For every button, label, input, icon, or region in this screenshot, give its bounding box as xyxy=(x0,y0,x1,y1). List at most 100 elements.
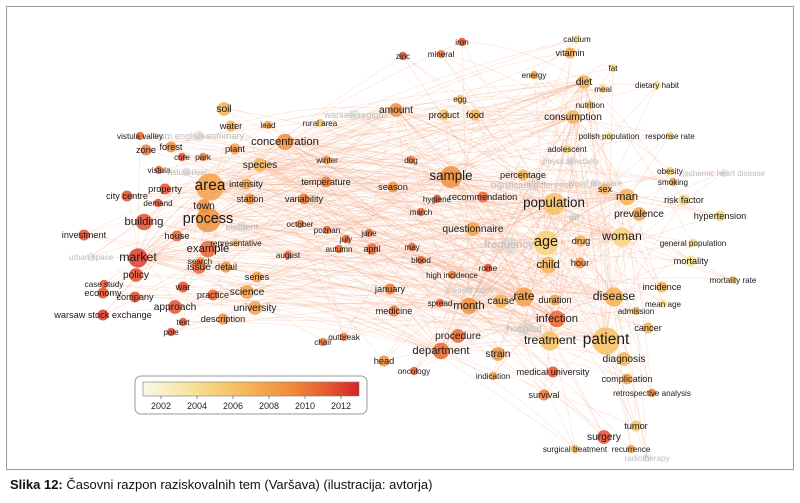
node-recommendation[interactable] xyxy=(477,191,489,203)
node-property[interactable] xyxy=(159,183,171,195)
node-lead[interactable] xyxy=(263,120,273,130)
node-mean-age[interactable] xyxy=(658,299,668,309)
node-month[interactable] xyxy=(460,297,478,315)
node-march[interactable] xyxy=(416,207,426,217)
node-january[interactable] xyxy=(384,283,396,295)
node-child[interactable] xyxy=(539,256,557,274)
node-plant[interactable] xyxy=(229,143,241,155)
node-egg[interactable] xyxy=(455,94,465,104)
node-zone[interactable] xyxy=(140,144,152,156)
node-admission[interactable] xyxy=(631,306,641,316)
node-company[interactable] xyxy=(129,291,141,303)
node-blood-pressure[interactable] xyxy=(590,178,600,188)
node-polish-population[interactable] xyxy=(604,131,614,141)
node-consumption[interactable] xyxy=(566,110,580,124)
node-warsaw-region[interactable] xyxy=(348,109,360,121)
node-urban-space[interactable] xyxy=(86,252,96,262)
node-hypertension[interactable] xyxy=(714,210,726,222)
node-significant-difference[interactable] xyxy=(526,179,538,191)
node-series[interactable] xyxy=(251,271,263,283)
node-department[interactable] xyxy=(432,342,450,360)
node-nutrition[interactable] xyxy=(585,100,595,110)
node-treatment[interactable] xyxy=(540,331,560,351)
node-tumor[interactable] xyxy=(630,420,642,432)
node-pole[interactable] xyxy=(166,327,176,337)
node-winter[interactable] xyxy=(322,155,332,165)
node-medicine[interactable] xyxy=(388,305,400,317)
node-mortality[interactable] xyxy=(685,255,697,267)
node-questionnaire[interactable] xyxy=(466,222,480,236)
node-rural-area[interactable] xyxy=(315,118,325,128)
node-spread[interactable] xyxy=(435,298,445,308)
node-fat[interactable] xyxy=(608,63,618,73)
node-hour[interactable] xyxy=(574,257,586,269)
node-june[interactable] xyxy=(364,228,374,238)
node-present-study[interactable] xyxy=(465,285,475,295)
node-university[interactable] xyxy=(248,301,262,315)
node-meal[interactable] xyxy=(598,84,608,94)
node-calcium[interactable] xyxy=(572,34,582,44)
node-october[interactable] xyxy=(295,219,305,229)
node-issue[interactable] xyxy=(192,260,206,274)
node-from-english-summary[interactable] xyxy=(193,130,205,142)
node-zinc[interactable] xyxy=(398,51,408,61)
node-vistula-valley[interactable] xyxy=(135,131,145,141)
node-risk-factor[interactable] xyxy=(678,194,690,206)
node-rome[interactable] xyxy=(483,263,493,273)
node-april[interactable] xyxy=(366,243,378,255)
node-energy[interactable] xyxy=(529,70,539,80)
node-complication[interactable] xyxy=(621,373,633,385)
node-adolescent[interactable] xyxy=(562,144,572,154)
node-approach[interactable] xyxy=(168,300,182,314)
node-august[interactable] xyxy=(283,250,293,260)
node-market[interactable] xyxy=(128,248,148,268)
node-man[interactable] xyxy=(618,188,636,206)
node-species[interactable] xyxy=(253,158,267,172)
node-autumn[interactable] xyxy=(334,244,344,254)
node-dietary-habit[interactable] xyxy=(652,80,662,90)
node-text[interactable] xyxy=(178,317,188,327)
node-surgical-treatment[interactable] xyxy=(570,444,580,454)
node-iron[interactable] xyxy=(457,37,467,47)
node-age[interactable] xyxy=(533,230,559,256)
node-may[interactable] xyxy=(407,242,417,252)
node-warsaw-stock-exchange[interactable] xyxy=(97,309,109,321)
node-example[interactable] xyxy=(199,240,217,258)
node-disease[interactable] xyxy=(604,287,624,307)
node-intensity[interactable] xyxy=(240,178,252,190)
node-representative[interactable] xyxy=(231,238,241,248)
node-cause[interactable] xyxy=(494,294,508,308)
node-woman[interactable] xyxy=(612,227,632,247)
node-duration[interactable] xyxy=(549,294,561,306)
node-general-population[interactable] xyxy=(688,238,698,248)
node-response-rate[interactable] xyxy=(665,131,675,141)
node-economy[interactable] xyxy=(97,287,109,299)
node-recurrence[interactable] xyxy=(626,444,636,454)
node-indication[interactable] xyxy=(488,371,498,381)
node-war[interactable] xyxy=(177,281,189,293)
node-hospital[interactable] xyxy=(517,322,531,336)
node-patient[interactable] xyxy=(592,327,620,355)
node-physical-activity[interactable] xyxy=(566,156,576,166)
node-smoking[interactable] xyxy=(668,177,678,187)
node-vistula-river[interactable] xyxy=(182,167,192,177)
node-hygiene[interactable] xyxy=(432,194,442,204)
node-blood[interactable] xyxy=(416,255,426,265)
node-outbreak[interactable] xyxy=(339,332,349,342)
node-survival[interactable] xyxy=(538,389,550,401)
node-ischemic-heart-disease[interactable] xyxy=(719,168,729,178)
node-temperature[interactable] xyxy=(320,176,332,188)
node-girl[interactable] xyxy=(569,212,579,222)
node-process[interactable] xyxy=(195,207,221,233)
node-head[interactable] xyxy=(378,355,390,367)
node-core[interactable] xyxy=(177,152,187,162)
node-description[interactable] xyxy=(217,313,229,325)
node-poznan[interactable] xyxy=(322,225,332,235)
node-rate[interactable] xyxy=(514,287,534,307)
node-infection[interactable] xyxy=(548,310,566,328)
node-detail[interactable] xyxy=(220,261,232,273)
node-population[interactable] xyxy=(543,193,565,215)
node-dog[interactable] xyxy=(406,155,416,165)
node-investment[interactable] xyxy=(78,229,90,241)
node-area[interactable] xyxy=(196,173,224,201)
